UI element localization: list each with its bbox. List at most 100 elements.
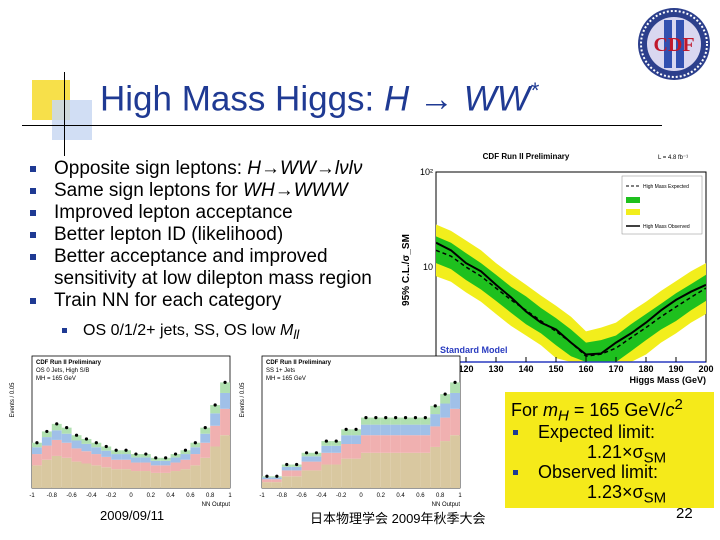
- histogram-bar-segment: [301, 452, 312, 457]
- histogram-bar-segment: [271, 477, 282, 480]
- limit-header-post: = 165 GeV/: [568, 400, 666, 420]
- data-point: [65, 426, 69, 430]
- histogram-bar-segment: [160, 465, 171, 473]
- logo-text: CDF: [653, 34, 694, 56]
- data-point: [265, 474, 269, 478]
- limit-header-c: c: [665, 400, 675, 420]
- x-tick-label: 0.8: [206, 493, 215, 499]
- histogram-bar-segment: [160, 460, 171, 466]
- histogram-bar-segment: [370, 424, 381, 436]
- histogram-bar-segment: [450, 392, 460, 409]
- x-tick-label: -0.6: [66, 493, 77, 499]
- histogram-bar-segment: [380, 424, 391, 436]
- data-point: [134, 452, 138, 456]
- histogram-bar-segment: [210, 405, 221, 414]
- legend-1sigma-swatch: [626, 197, 640, 203]
- limit-header-pre: For: [511, 400, 544, 420]
- histogram-bar-segment: [301, 461, 312, 471]
- histogram-bar-segment: [81, 451, 92, 464]
- histogram-bar-segment: [430, 426, 441, 447]
- histogram-bar-segment: [131, 457, 141, 463]
- x-axis-label: NN Output: [432, 502, 461, 508]
- histogram-bar-segment: [51, 423, 62, 431]
- histogram-bar-segment: [390, 435, 401, 453]
- histogram-bar-segment: [450, 382, 460, 393]
- bullet-item: Same sign leptons for WH→WWW: [28, 180, 408, 202]
- slide-title: High Mass Higgs: H → WW*: [100, 78, 538, 120]
- sm-reference-label: Standard Model: [440, 345, 508, 355]
- title-decoration-blue: [52, 100, 92, 140]
- x-tick-label: -1: [259, 493, 265, 499]
- data-point: [374, 416, 378, 420]
- histogram-bar-segment: [41, 445, 52, 460]
- histogram-bar-segment: [71, 440, 82, 449]
- histogram-bar-segment: [311, 456, 322, 462]
- y-axis-label: Events / 0.05: [240, 382, 246, 418]
- histogram-bar-segment: [351, 444, 361, 459]
- histogram-bar-segment: [220, 408, 230, 436]
- histogram-bar-segment: [301, 470, 312, 488]
- histogram-bar-segment: [71, 435, 82, 441]
- histogram-bar-segment: [32, 465, 42, 488]
- legend-observed-label: High Mass Observed: [643, 224, 690, 230]
- histogram-bar-segment: [61, 442, 72, 458]
- histogram-bar-segment: [140, 454, 151, 458]
- histogram-bar-segment: [121, 450, 131, 455]
- x-tick-label: -1: [29, 493, 35, 499]
- histogram-bar-segment: [91, 454, 102, 466]
- legend: High Mass Expected High Mass Observed: [621, 175, 703, 235]
- histogram-bar-segment: [420, 435, 431, 453]
- y-tick-label: 10²: [420, 167, 433, 177]
- histogram-bar-segment: [271, 482, 282, 488]
- bullet-marker-icon: [30, 210, 36, 216]
- histogram-bar-segment: [351, 458, 361, 488]
- bullet-italic: H→WW→lνlν: [247, 158, 363, 179]
- data-point: [154, 456, 158, 460]
- observed-limit-value: 1.23×σSM: [587, 482, 666, 507]
- histogram-bar-segment: [170, 457, 181, 463]
- data-point: [275, 474, 279, 478]
- data-point: [403, 416, 408, 420]
- thumb-annotation: MH = 165 GeV: [266, 376, 306, 382]
- histogram-bar-segment: [220, 435, 230, 488]
- x-tick-label: 140: [518, 364, 533, 374]
- data-point: [74, 433, 79, 437]
- histogram-bar-segment: [200, 442, 211, 458]
- x-tick-label: 170: [608, 364, 623, 374]
- limit-header-sub: H: [558, 407, 569, 425]
- bullet-list: Opposite sign leptons: H→WW→lνlν Same si…: [28, 158, 408, 312]
- footer-date: 2009/09/11: [100, 508, 165, 523]
- observed-limit-number: 1.23×σ: [587, 482, 644, 502]
- histogram-bar-segment: [81, 463, 92, 488]
- bullet-text: Train NN for each category: [54, 290, 282, 311]
- x-tick-label: -0.8: [277, 493, 288, 499]
- x-tick-label: -0.4: [316, 493, 327, 499]
- cdf-logo: CDF: [638, 8, 710, 80]
- histogram-bar-segment: [180, 450, 191, 455]
- expected-limit-value: 1.21×σSM: [587, 442, 666, 467]
- data-point: [94, 441, 98, 445]
- histogram-bar-segment: [440, 394, 451, 404]
- title-sup: *: [529, 78, 539, 103]
- histogram-bar-segment: [51, 439, 62, 456]
- histogram-bar-segment: [410, 435, 421, 453]
- histogram-bar-segment: [131, 471, 141, 488]
- histogram-bar-segment: [341, 444, 352, 459]
- histogram-bar-segment: [81, 438, 92, 444]
- histogram-bar-segment: [190, 454, 201, 466]
- bullet-text: Better acceptance and improved sensitivi…: [54, 246, 372, 289]
- sub-bullet-text: OS 0/1/2+ jets, SS, OS low: [83, 322, 280, 339]
- histogram-bar-segment: [200, 433, 211, 443]
- data-point: [213, 403, 217, 407]
- y-tick-label: 10: [423, 262, 433, 272]
- histogram-bar-segment: [361, 417, 371, 425]
- bullet-text: Opposite sign leptons:: [54, 158, 248, 179]
- histogram-bar-segment: [331, 464, 342, 488]
- histogram-bar-segment: [131, 454, 141, 458]
- data-point: [144, 452, 148, 456]
- band-1sigma: [436, 236, 706, 362]
- x-tick-label: 0: [129, 493, 133, 499]
- histogram-bar-segment: [361, 424, 371, 436]
- limit-plot: 11012013014015016017018019020011010²Higg…: [401, 152, 714, 385]
- bullet-item: Opposite sign leptons: H→WW→lνlν: [28, 158, 408, 180]
